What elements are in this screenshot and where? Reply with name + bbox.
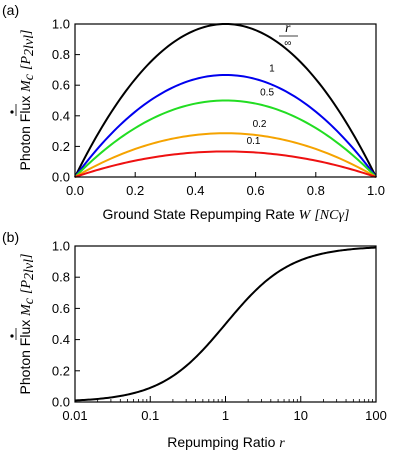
a-series-annotation: 0.1 xyxy=(247,136,261,147)
a-xtick-label: 1.0 xyxy=(367,183,385,198)
a-series-annotation: 0.5 xyxy=(260,88,274,99)
a-ytick-label: 0.4 xyxy=(52,108,70,123)
panel-a-ylabel: Photon Flux Mc[P2lvl] xyxy=(17,30,37,171)
svg-text:Photon Flux Mc[P2lvl]: Photon Flux Mc[P2lvl] xyxy=(17,254,37,395)
a-ytick-label: 0.2 xyxy=(52,139,70,154)
b-ytick-label: 0.4 xyxy=(52,332,70,347)
a-series-line xyxy=(74,150,377,178)
a-series-line xyxy=(74,73,377,178)
panel-a: (a) 0.0 0.2 0.4 0.6 0.8 1.0 0.0 0.2 0.4 0.6 0.8 1.0… xyxy=(2,2,385,223)
a-series-line xyxy=(74,99,377,178)
a-ytick-label: 1.0 xyxy=(52,17,70,32)
panel-b-ylabel-dot xyxy=(10,328,17,340)
a-xtick-label: 0.8 xyxy=(307,183,325,198)
b-xtick-label: 1 xyxy=(222,408,229,423)
a-series-annotation: ∞ xyxy=(284,38,291,49)
b-ytick-label: 0.8 xyxy=(52,270,70,285)
panel-b-label: (b) xyxy=(2,229,19,245)
panel-a-frame xyxy=(74,23,377,178)
panel-b-xlabel: Repumping Ratio r xyxy=(167,434,285,451)
b-xtick-label: 10 xyxy=(294,408,308,423)
b-xtick-label: 100 xyxy=(365,408,387,423)
b-series-line xyxy=(74,246,377,402)
a-ytick-label: 0.0 xyxy=(52,170,70,185)
a-series-annotation: 0.2 xyxy=(253,119,267,130)
legend-title-r: r xyxy=(285,21,291,36)
a-series-annotation: 1 xyxy=(269,63,275,74)
panel-b-ylabel: Photon Flux Mc[P2lvl] xyxy=(17,254,37,395)
panel-a-xlabel: Ground State Repumping Rate W [NCγ] xyxy=(103,206,350,223)
b-ytick-label: 0.0 xyxy=(52,395,70,410)
a-xtick-label: 0.6 xyxy=(247,183,265,198)
b-ytick-label: 0.2 xyxy=(52,363,70,378)
panel-b: (b) 0.01 0.1 1 10 100 0.0 0.2 0.4 0.6 0.8 1.0 Repu… xyxy=(2,229,387,451)
svg-text:Photon Flux Mc[P2lvl]: Photon Flux Mc[P2lvl] xyxy=(17,30,37,171)
b-xtick-label: 0.01 xyxy=(62,408,87,423)
a-series-line xyxy=(74,132,377,178)
panel-a-ylabel-dot xyxy=(10,104,17,116)
panel-a-label: (a) xyxy=(2,2,19,18)
b-xtick-label: 0.1 xyxy=(141,408,159,423)
a-xtick-label: 0.4 xyxy=(186,183,204,198)
a-xtick-label: 0.2 xyxy=(126,183,144,198)
a-ytick-label: 0.8 xyxy=(52,47,70,62)
a-ytick-label: 0.6 xyxy=(52,78,70,93)
b-ytick-label: 0.6 xyxy=(52,301,70,316)
a-xtick-label: 0.0 xyxy=(66,183,84,198)
b-ytick-label: 1.0 xyxy=(52,239,70,254)
